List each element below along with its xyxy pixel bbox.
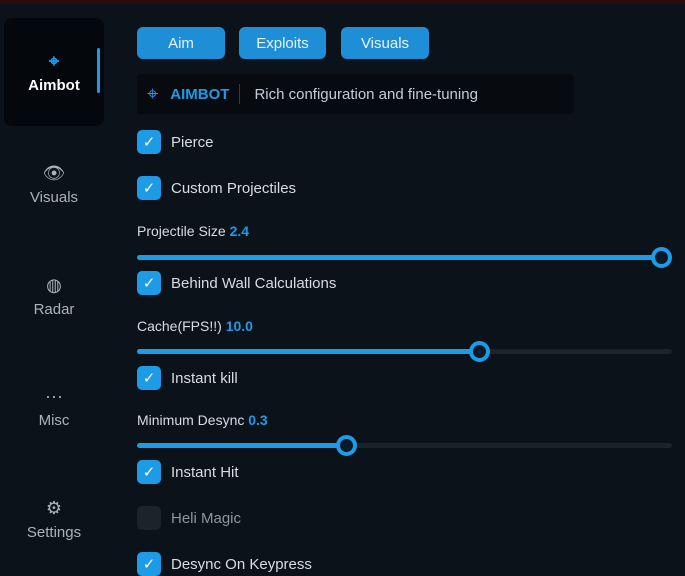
checkbox-label: Instant Hit (171, 463, 239, 481)
checkbox-label: Pierce (171, 133, 214, 151)
slider-value: 0.3 (248, 412, 268, 428)
check-icon: ✓ (137, 460, 161, 484)
sidebar-item-radar[interactable]: ◍ Radar (4, 242, 104, 350)
section-title: AIMBOT (170, 85, 230, 103)
check-icon: ✓ (137, 552, 161, 576)
desync-keypress-checkbox[interactable]: ✓ Desync On Keypress (137, 552, 312, 576)
checkbox-empty: ✓ (137, 506, 161, 530)
active-indicator (97, 48, 100, 93)
sidebar-item-visuals[interactable]: 👁 Visuals (4, 130, 104, 238)
min-desync-label: Minimum Desync 0.3 (137, 412, 268, 428)
globe-icon: ◍ (46, 274, 62, 295)
instant-kill-checkbox[interactable]: ✓ Instant kill (137, 366, 238, 390)
ellipsis-icon: ··· (45, 385, 63, 406)
section-subtitle: Rich configuration and fine-tuning (254, 85, 478, 103)
cache-slider[interactable] (137, 341, 672, 362)
sidebar-item-label: Visuals (29, 188, 79, 206)
slider-fill (137, 443, 346, 448)
sidebar-item-aimbot[interactable]: ⌖ Aimbot (4, 18, 104, 126)
slider-value: 2.4 (229, 223, 250, 239)
custom-projectiles-checkbox[interactable]: ✓ Custom Projectiles (137, 176, 296, 200)
checkbox-label: Instant kill (171, 369, 238, 387)
sidebar-item-label: Misc (38, 411, 70, 429)
tab-visuals[interactable]: Visuals (341, 27, 429, 59)
heli-magic-checkbox[interactable]: ✓ Heli Magic (137, 506, 241, 530)
slider-handle[interactable] (651, 247, 673, 268)
slider-handle[interactable] (335, 435, 357, 456)
eye-icon: 👁 (42, 162, 66, 183)
crosshair-icon: ⌖ (48, 50, 60, 71)
sidebar-item-label: Settings (26, 523, 82, 541)
crosshair-icon: ⌖ (147, 82, 159, 105)
checkbox-label: Behind Wall Calculations (171, 274, 337, 292)
sidebar-item-label: Radar (33, 300, 75, 318)
sidebar-item-label: Aimbot (28, 76, 80, 94)
instant-hit-checkbox[interactable]: ✓ Instant Hit (137, 460, 239, 484)
section-header: ⌖ AIMBOT Rich configuration and fine-tun… (137, 74, 574, 114)
projectile-size-slider[interactable] (137, 247, 673, 268)
behind-wall-checkbox[interactable]: ✓ Behind Wall Calculations (137, 271, 336, 295)
gear-icon: ⚙ (45, 497, 63, 518)
slider-fill (137, 349, 480, 354)
slider-fill (137, 255, 662, 260)
divider (239, 84, 241, 104)
slider-value: 10.0 (225, 318, 253, 334)
projectile-size-label: Projectile Size 2.4 (137, 223, 250, 239)
checkbox-label: Heli Magic (171, 509, 242, 527)
slider-handle[interactable] (469, 341, 491, 362)
tab-exploits[interactable]: Exploits (239, 27, 326, 59)
pierce-checkbox[interactable]: ✓ Pierce (137, 130, 214, 154)
checkbox-label: Desync On Keypress (171, 555, 312, 573)
sidebar: ⌖ Aimbot 👁 Visuals ◍ Radar ··· Misc ⚙ Setting… (0, 0, 110, 575)
sidebar-item-settings[interactable]: ⚙ Settings (4, 465, 104, 573)
min-desync-slider[interactable] (137, 435, 672, 456)
sidebar-item-misc[interactable]: ··· Misc (4, 353, 104, 461)
window-top-bar (0, 0, 685, 4)
check-icon: ✓ (137, 271, 161, 295)
cache-label: Cache(FPS!!) 10.0 (137, 318, 253, 334)
check-icon: ✓ (137, 176, 161, 200)
checkbox-label: Custom Projectiles (171, 179, 297, 197)
check-icon: ✓ (137, 366, 161, 390)
check-icon: ✓ (137, 130, 161, 154)
tab-aim[interactable]: Aim (137, 27, 225, 59)
